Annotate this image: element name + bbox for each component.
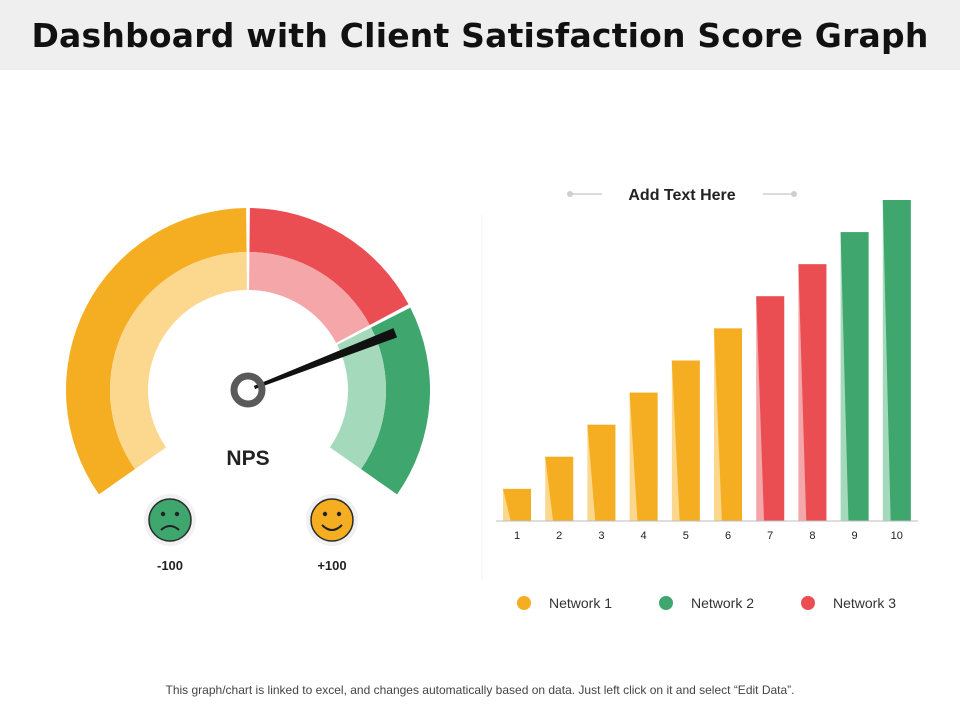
gauge-band-green-outer — [361, 307, 430, 495]
network-bar-chart: Add Text Here 1 2 3 4 5 6 7 8 9 10 Network 1 Netwo… — [481, 187, 918, 611]
page-title: Dashboard with Client Satisfaction Score… — [31, 15, 929, 55]
x-tick-label: 8 — [809, 530, 815, 542]
gauge-band-orange-outer — [66, 208, 247, 495]
bar-4 — [629, 392, 658, 521]
bar-2 — [545, 456, 574, 521]
chart-title-dot-right — [791, 191, 797, 197]
x-tick-label: 1 — [514, 530, 520, 542]
bar-6 — [714, 328, 742, 521]
chart-title-dot-left — [567, 191, 573, 197]
gauge-band-red-inner — [249, 252, 370, 343]
x-tick-label: 3 — [598, 530, 604, 542]
bar-3-shade — [587, 424, 616, 521]
nps-gauge: NPS -100 +100 — [66, 208, 430, 573]
happy-face-icon — [306, 494, 358, 546]
legend-item-network-2: Network 2 — [659, 595, 754, 611]
legend-item-network-1: Network 1 — [517, 595, 612, 611]
x-tick-label: 6 — [725, 530, 731, 542]
chart-title: Add Text Here — [628, 187, 735, 204]
gauge-label: NPS — [226, 447, 269, 470]
gauge-min-label: -100 — [157, 558, 183, 573]
bar-4-shade — [629, 392, 658, 521]
legend-item-network-3: Network 3 — [801, 595, 896, 611]
x-tick-label: 10 — [891, 530, 903, 542]
gauge-max-label: +100 — [317, 558, 346, 573]
bar-9 — [840, 232, 869, 521]
bar-8-shade — [798, 264, 827, 521]
legend-marker — [659, 596, 673, 610]
bar-5 — [671, 360, 700, 521]
gauge-needle-shape — [247, 328, 398, 392]
x-tick-label: 4 — [641, 530, 647, 542]
x-tick-label: 5 — [683, 530, 689, 542]
gauge-hub-center — [241, 383, 255, 397]
sad-face-icon — [144, 494, 196, 546]
bar-10-shade — [882, 200, 911, 521]
bar-10 — [882, 200, 911, 521]
legend-label: Network 2 — [691, 595, 754, 611]
bar-3 — [587, 424, 616, 521]
bar-9-shade — [840, 232, 869, 521]
gauge-band-orange-inner — [110, 252, 247, 470]
title-bar: Dashboard with Client Satisfaction Score… — [0, 0, 960, 70]
legend-marker — [517, 596, 531, 610]
gauge-band-red-outer — [249, 208, 409, 326]
gauge-band-green-inner — [329, 327, 386, 470]
legend-label: Network 3 — [833, 595, 896, 611]
footer-note: This graph/chart is linked to excel, and… — [165, 683, 795, 697]
x-tick-label: 2 — [556, 530, 562, 542]
gauge-hub — [230, 372, 266, 408]
bar-7 — [756, 296, 785, 521]
bar-1 — [503, 488, 531, 521]
bar-5-shade — [671, 360, 700, 521]
x-tick-label: 9 — [852, 530, 858, 542]
bar-7-shade — [756, 296, 785, 521]
bar-2-shade — [545, 456, 574, 521]
bar-6-shade — [714, 328, 742, 521]
legend-label: Network 1 — [549, 595, 612, 611]
gauge-needle — [247, 328, 398, 392]
bar-8 — [798, 264, 827, 521]
x-tick-label: 7 — [767, 530, 773, 542]
legend-marker — [801, 596, 815, 610]
bar-1-shade — [503, 488, 531, 521]
